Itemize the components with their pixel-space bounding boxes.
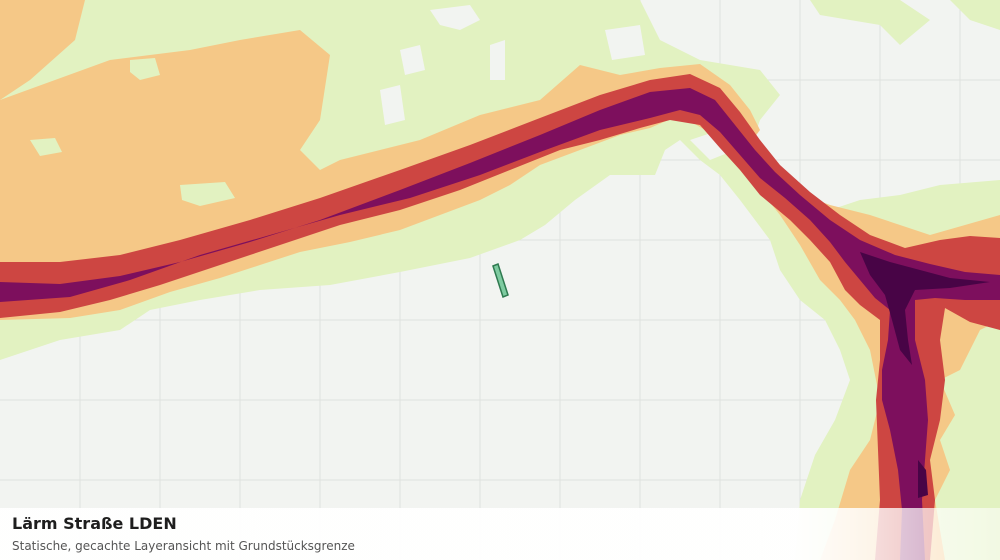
parcel-boundary[interactable] — [492, 263, 509, 298]
map-title: Lärm Straße LDEN — [12, 514, 177, 533]
map-caption: Lärm Straße LDEN Statische, gecachte Lay… — [0, 508, 1000, 560]
map-subtitle: Statische, gecachte Layeransicht mit Gru… — [12, 539, 355, 553]
orange-islands — [30, 58, 235, 206]
noise-band-dark — [860, 252, 990, 498]
